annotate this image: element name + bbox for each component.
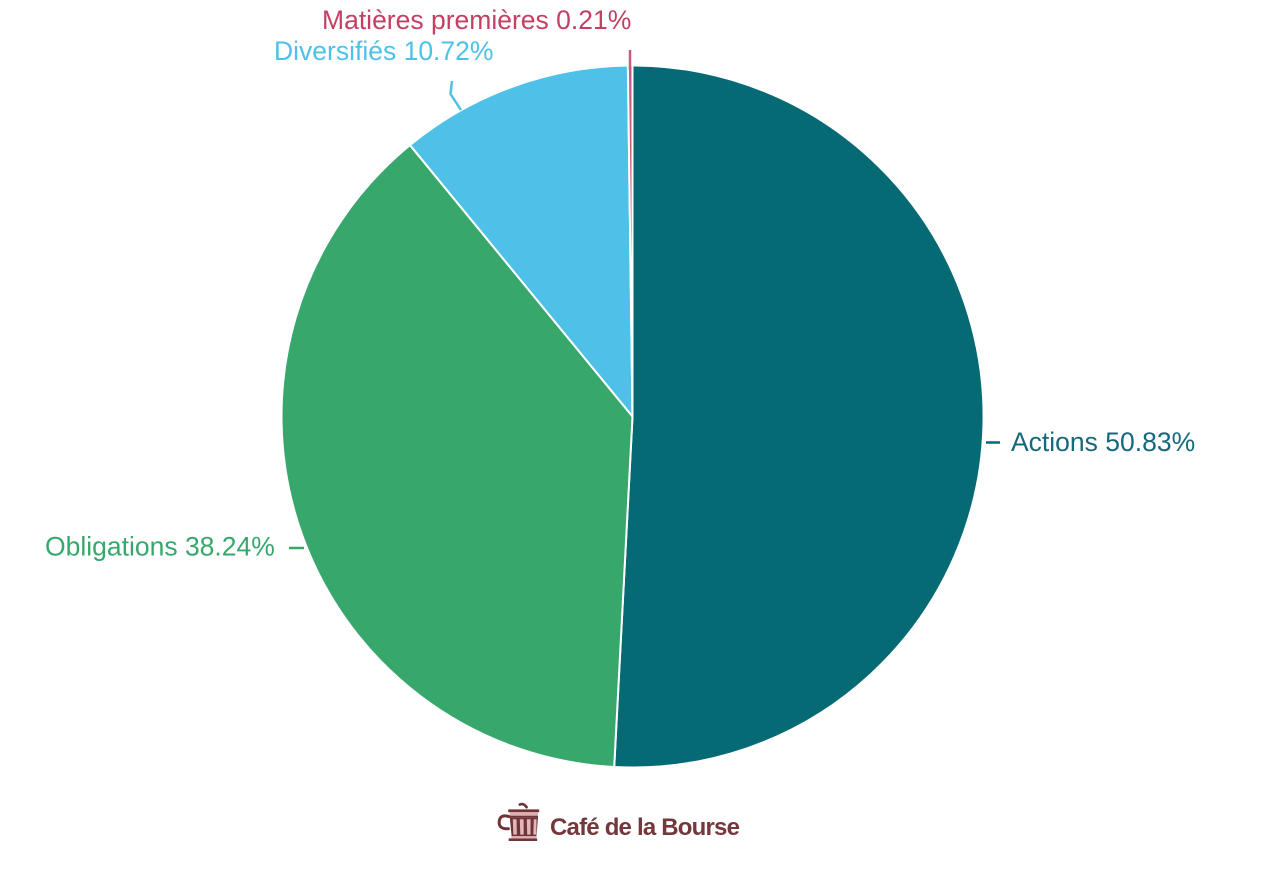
svg-text:Matières premières 0.21%: Matières premières 0.21% bbox=[322, 5, 631, 35]
svg-text:Obligations 38.24%: Obligations 38.24% bbox=[45, 532, 275, 562]
svg-text:Café de la Bourse: Café de la Bourse bbox=[550, 814, 740, 841]
svg-text:Diversifiés 10.72%: Diversifiés 10.72% bbox=[274, 36, 493, 66]
svg-text:Actions 50.83%: Actions 50.83% bbox=[1011, 427, 1195, 457]
